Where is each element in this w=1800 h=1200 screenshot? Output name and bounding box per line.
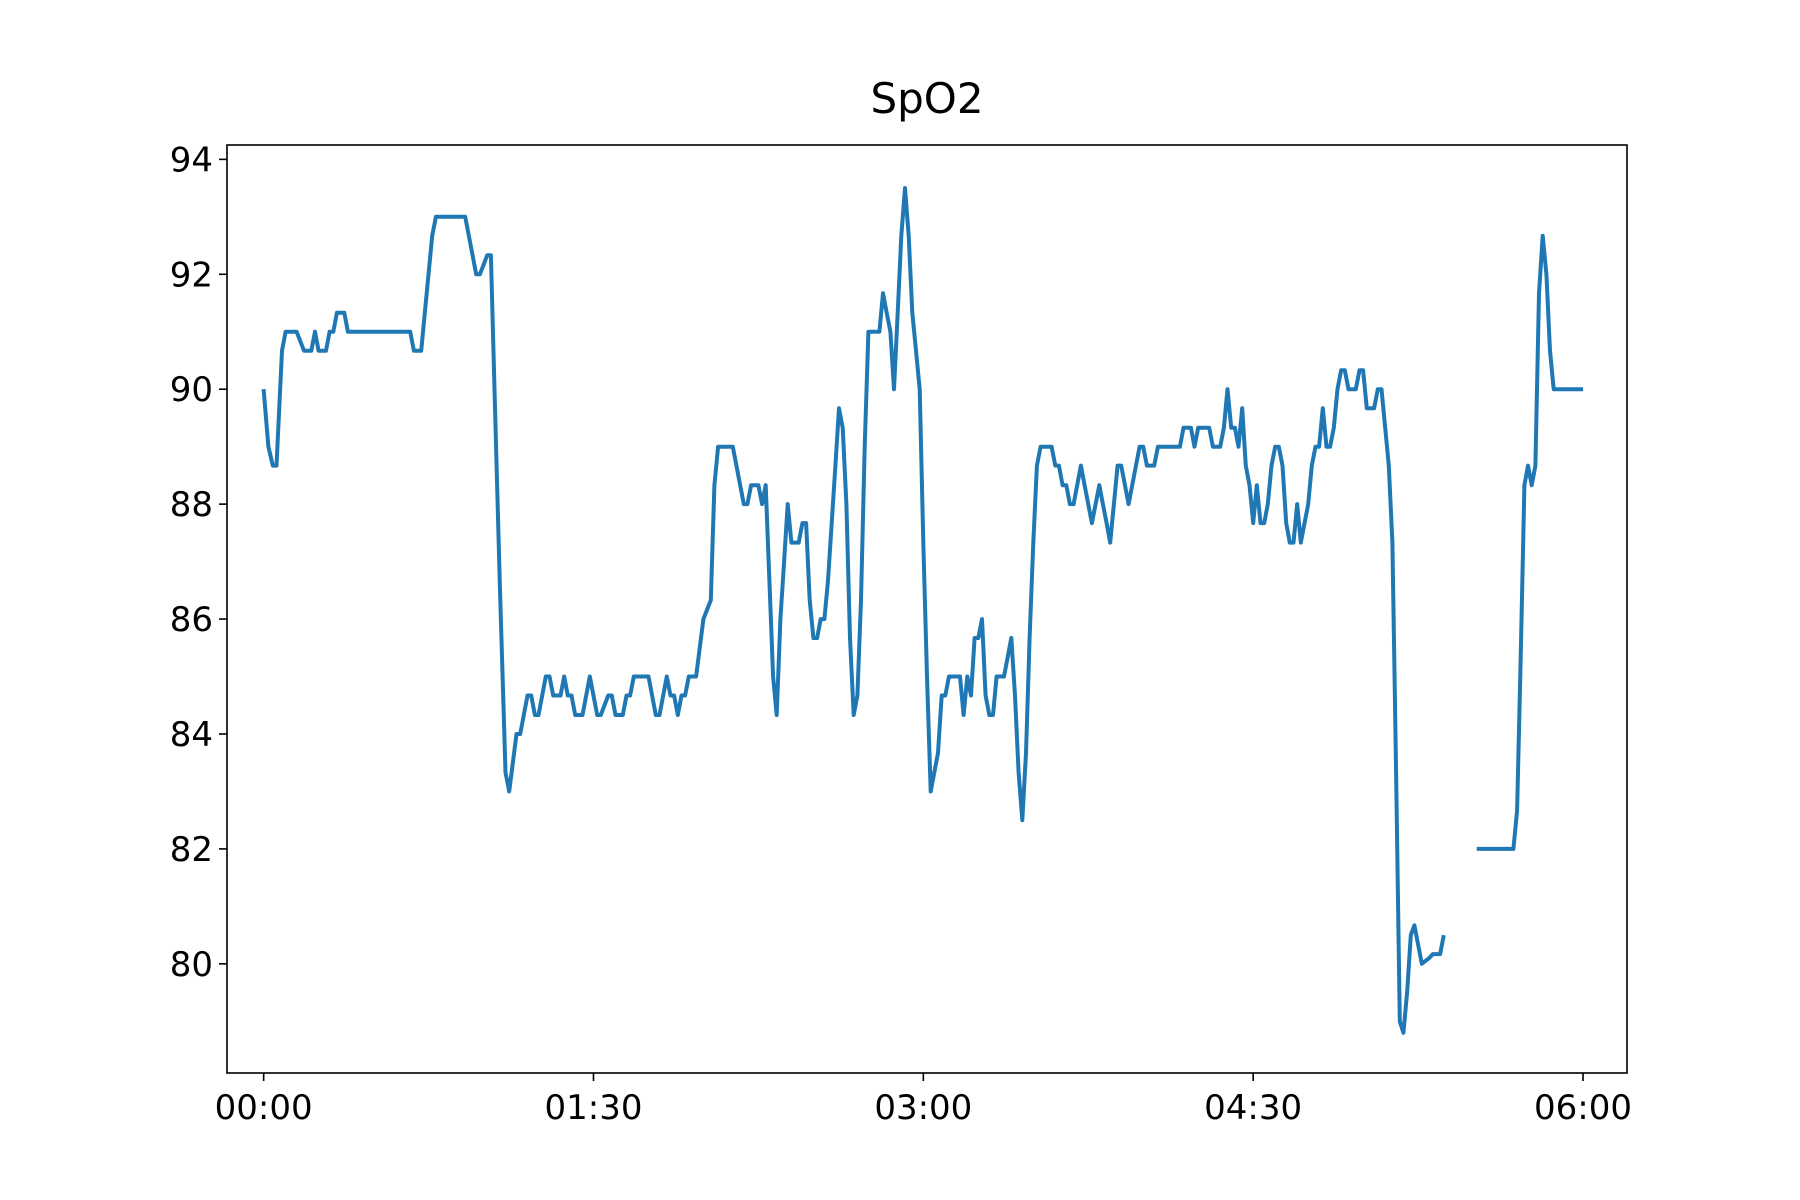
- y-tick-label: 90: [170, 370, 213, 410]
- x-tick-label: 03:00: [874, 1088, 972, 1128]
- y-tick-label: 92: [170, 255, 213, 295]
- series-layer: [261, 186, 1583, 1035]
- x-tick-label: 00:00: [215, 1088, 313, 1128]
- spo2-series-line: [1476, 233, 1583, 851]
- x-tick-label: 06:00: [1534, 1088, 1632, 1128]
- y-tick-label: 80: [170, 945, 213, 985]
- y-tick-label: 94: [170, 140, 213, 180]
- chart-title: SpO2: [870, 74, 983, 123]
- y-tick-label: 88: [170, 485, 213, 525]
- axes-layer: 80 82 84 86 88 90 92 94 00:00 01:30 03:00 04:30 06:0…: [170, 140, 1632, 1128]
- y-tick-label: 84: [170, 715, 213, 755]
- spo2-series-line: [261, 186, 1446, 1035]
- x-tick-label: 04:30: [1204, 1088, 1302, 1128]
- y-tick-label: 86: [170, 600, 213, 640]
- x-tick-label: 01:30: [544, 1088, 642, 1128]
- plot-area-frame: [226, 144, 1628, 1074]
- y-tick-label: 82: [170, 830, 213, 870]
